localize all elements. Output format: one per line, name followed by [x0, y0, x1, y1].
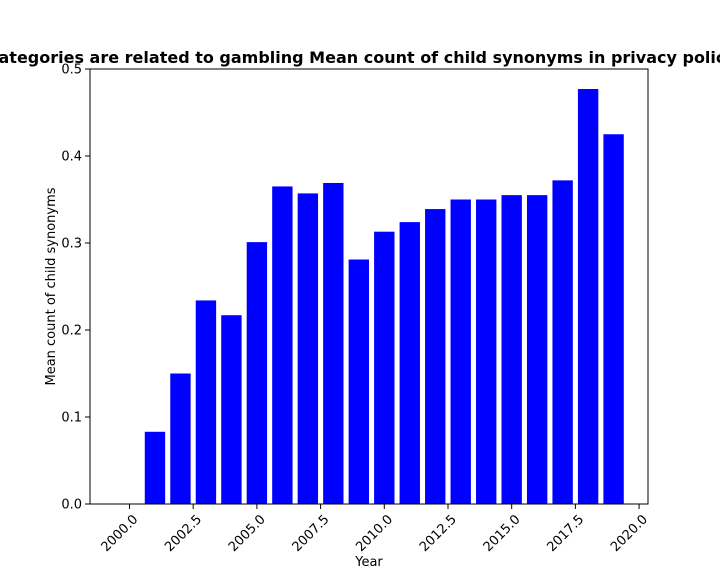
bar-2010: [374, 231, 395, 504]
bar-2014: [476, 199, 497, 504]
bar-2006: [272, 186, 293, 504]
chart-title: Categories are related to gambling Mean …: [0, 48, 720, 67]
y-tick-label: 0.0: [61, 498, 82, 513]
x-tick-label: 2005.0: [226, 512, 269, 555]
bar-2004: [221, 315, 242, 504]
bar-2011: [399, 222, 420, 504]
x-tick-label: 2017.5: [544, 512, 587, 555]
y-tick-label: 0.2: [61, 324, 82, 339]
y-tick-label: 0.1: [61, 411, 82, 426]
bars-group: [144, 89, 624, 505]
bar-2015: [501, 195, 522, 504]
y-ticks-group: 0.0 0.1 0.2 0.3 0.4 0.5: [61, 63, 90, 513]
bar-2018: [577, 89, 599, 504]
bar-2012: [425, 209, 446, 504]
x-tick-label: 2015.0: [481, 512, 524, 555]
y-tick-label: 0.3: [61, 237, 82, 252]
x-axis-label: Year: [354, 555, 383, 570]
bar-2009: [348, 259, 369, 504]
y-axis-label: Mean count of child synonyms: [44, 187, 59, 385]
x-tick-label: 2010.0: [353, 512, 396, 555]
bar-2002: [170, 373, 191, 504]
bar-2019: [603, 134, 624, 504]
bar-2007: [297, 193, 319, 504]
x-tick-label: 2007.5: [290, 512, 333, 555]
bar-2016: [526, 195, 548, 504]
x-tick-label: 2002.5: [162, 512, 205, 555]
x-tick-label: 2020.0: [608, 512, 651, 555]
bar-2017: [552, 180, 573, 505]
bar-2003: [195, 300, 217, 504]
x-tick-label: 2012.5: [417, 512, 460, 555]
x-ticks-group: 2000.0 2002.5 2005.0 2007.5 2010.0 2012.5 2015…: [99, 504, 651, 555]
bar-2008: [323, 182, 344, 504]
bar-2013: [450, 199, 471, 504]
y-tick-label: 0.4: [61, 150, 82, 165]
y-tick-label: 0.5: [61, 63, 82, 78]
x-tick-label: 2000.0: [99, 512, 142, 555]
plot-frame: [89, 68, 649, 505]
bar-2005: [246, 242, 268, 504]
bar-2001: [144, 431, 166, 504]
